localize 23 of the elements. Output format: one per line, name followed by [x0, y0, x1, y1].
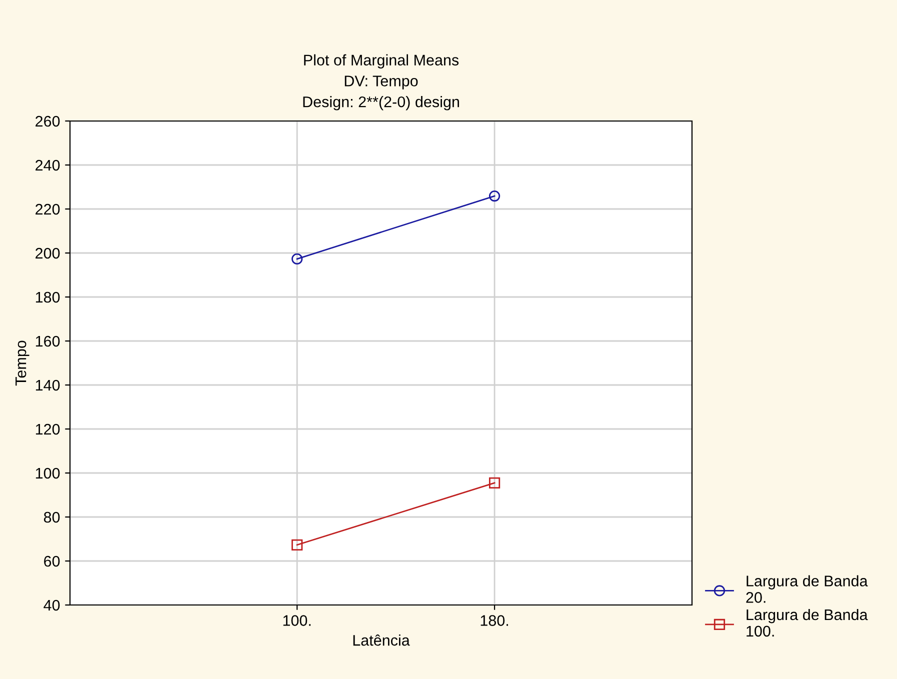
x-tick-label: 180. — [480, 615, 508, 626]
y-tick-label: 80 — [44, 512, 60, 523]
legend-label: Largura de Banda 100. — [746, 608, 868, 637]
y-tick-label: 240 — [36, 160, 60, 171]
x-tick-label: 100. — [283, 615, 311, 626]
point — [292, 253, 303, 264]
y-tick-label: 200 — [36, 248, 60, 259]
y-tick-label: 100 — [36, 468, 60, 479]
point — [488, 190, 500, 202]
point — [488, 477, 500, 488]
y-tick-label: 120 — [36, 424, 60, 435]
y-tick-label: 160 — [36, 336, 60, 347]
y-tick-label: 40 — [44, 600, 60, 611]
y-tick-label: 220 — [36, 204, 60, 215]
y-tick-label: 140 — [36, 380, 60, 391]
y-tick-label: 180 — [36, 292, 60, 303]
legend-label: Largura de Banda 20. — [746, 575, 868, 603]
y-tick-label: 60 — [44, 556, 60, 567]
y-axis-title: Tempo — [16, 340, 30, 386]
x-axis-title: Latência — [353, 634, 410, 646]
chart-title: Plot of Marginal Means DV: Tempo Design: 2**(2-0) design — [303, 54, 459, 110]
y-tick-label: 260 — [36, 116, 60, 127]
point — [292, 539, 303, 550]
